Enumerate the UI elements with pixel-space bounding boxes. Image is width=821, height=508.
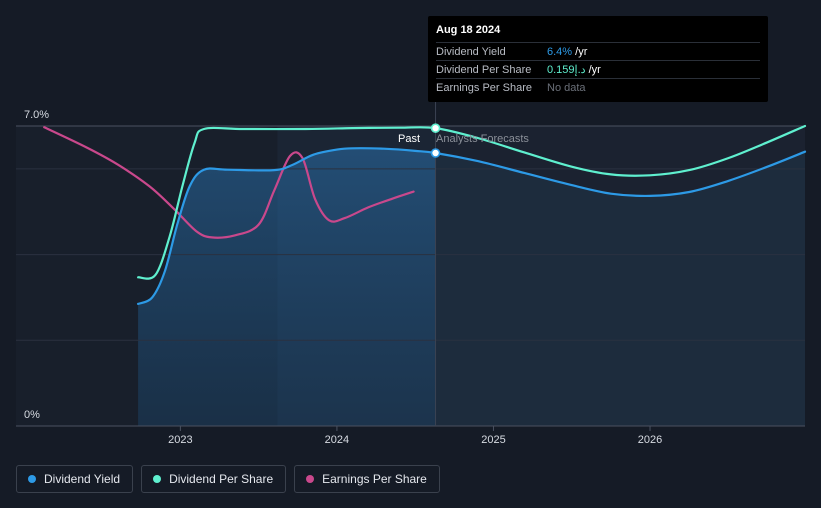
x-tick-label: 2023 <box>168 434 192 446</box>
legend-dot-icon <box>28 475 36 483</box>
y-tick-label-top: 7.0% <box>24 109 49 121</box>
tooltip-row-dividend-per-share: Dividend Per Share 0.159د.إ /yr <box>436 60 760 78</box>
tooltip-value-unit: /yr <box>585 64 601 76</box>
series-line-dividend-per-share <box>137 124 807 280</box>
tooltip-label: Dividend Yield <box>436 45 506 58</box>
tooltip-row-earnings-per-share: Earnings Per Share No data <box>436 78 760 96</box>
legend-dot-icon <box>306 475 315 483</box>
x-tick-label: 2024 <box>325 434 349 446</box>
legend-label: Dividend Yield <box>44 472 121 486</box>
tooltip-value: 0.159د.إ /yr <box>547 63 601 76</box>
tooltip-value-number: 0.159د.إ <box>547 64 586 76</box>
y-tick-label-bottom: 0% <box>24 409 40 421</box>
x-tick-label: 2026 <box>638 434 662 446</box>
series-marker-dividend-yield <box>430 148 441 158</box>
series-line-dividend-yield <box>137 147 807 305</box>
tooltip-label: Dividend Per Share <box>436 63 532 76</box>
tooltip-label: Earnings Per Share <box>436 81 532 94</box>
past-label: Past <box>398 133 420 145</box>
forecast-label: Analysts Forecasts <box>436 133 529 145</box>
chart: 2023 2024 2025 2026 7.0% 0% Past Analysts F… <box>16 100 807 446</box>
series-line-earnings-per-share <box>43 126 415 239</box>
legend-item-dividend-yield[interactable]: Dividend Yield <box>16 465 134 493</box>
legend-item-earnings-per-share[interactable]: Earnings Per Share <box>294 465 440 493</box>
legend-label: Dividend Per Share <box>169 472 274 486</box>
legend-label: Earnings Per Share <box>322 472 427 486</box>
tooltip-value: 6.4% /yr <box>547 46 587 58</box>
tooltip-value-number: No data <box>547 81 586 94</box>
legend-dot-icon <box>153 475 162 483</box>
series-marker-dividend-per-share <box>430 123 441 133</box>
tooltip-value-number: 6.4% <box>547 45 573 58</box>
tooltip: Aug 18 2024 Dividend Yield 6.4% /yr Divi… <box>428 16 768 102</box>
dividend-yield-area <box>138 148 436 426</box>
legend-item-dividend-per-share[interactable]: Dividend Per Share <box>141 465 287 493</box>
legend: Dividend Yield Dividend Per Share Earnin… <box>16 465 440 493</box>
tooltip-date: Aug 18 2024 <box>436 24 501 36</box>
tooltip-row-dividend-yield: Dividend Yield 6.4% /yr <box>436 42 760 60</box>
tooltip-value-unit: /yr <box>572 45 588 58</box>
tooltip-value: No data <box>547 82 586 94</box>
x-tick-label: 2025 <box>481 434 505 446</box>
dividend-yield-forecast-area <box>435 151 805 426</box>
